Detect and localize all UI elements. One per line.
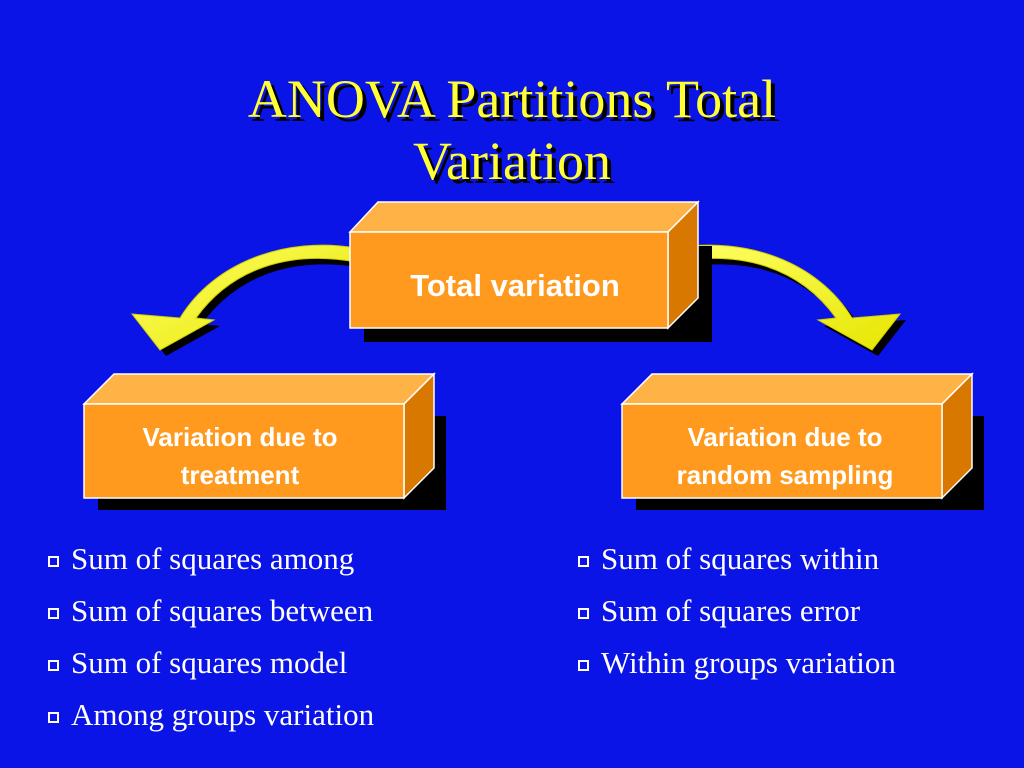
list-item-text: Sum of squares model	[71, 645, 348, 680]
treatment-terms-list: Sum of squares among Sum of squares betw…	[48, 533, 374, 741]
list-item-text: Within groups variation	[601, 645, 896, 680]
random-sampling-label-line-1: Variation due to	[687, 422, 882, 452]
list-item: Among groups variation	[48, 689, 374, 741]
hollow-square-bullet-icon	[578, 607, 589, 619]
hollow-square-bullet-icon	[578, 659, 589, 671]
treatment-label-line-1: Variation due to	[142, 422, 337, 452]
list-item-text: Sum of squares error	[601, 593, 861, 628]
hollow-square-bullet-icon	[48, 711, 59, 723]
list-item-text: Sum of squares within	[601, 541, 880, 576]
list-item-text: Sum of squares among	[71, 541, 355, 576]
total-variation-box: Total variation	[348, 200, 712, 342]
list-item: Sum of squares between	[48, 585, 374, 637]
total-variation-label: Total variation	[410, 268, 620, 303]
list-item: Sum of squares model	[48, 637, 374, 689]
hollow-square-bullet-icon	[48, 607, 59, 619]
random-sampling-variation-box: Variation due to random sampling	[620, 372, 984, 510]
slide-title-line-1: ANOVA Partitions Total	[247, 69, 777, 129]
list-item: Sum of squares within	[578, 533, 896, 585]
hollow-square-bullet-icon	[48, 555, 59, 567]
hollow-square-bullet-icon	[578, 555, 589, 567]
list-item-text: Among groups variation	[71, 697, 375, 732]
left-curved-arrow-icon	[130, 244, 362, 356]
slide-title: ANOVA Partitions Total Variation	[0, 68, 1024, 192]
slide-title-line-2: Variation	[413, 131, 611, 191]
list-item-text: Sum of squares between	[71, 593, 374, 628]
list-item: Sum of squares error	[578, 585, 896, 637]
random-sampling-label-line-2: random sampling	[677, 460, 894, 490]
list-item: Within groups variation	[578, 637, 896, 689]
right-curved-arrow-icon	[675, 244, 906, 356]
treatment-label-line-2: treatment	[181, 460, 300, 490]
list-item: Sum of squares among	[48, 533, 374, 585]
hollow-square-bullet-icon	[48, 659, 59, 671]
random-sampling-terms-list: Sum of squares within Sum of squares err…	[578, 533, 896, 689]
treatment-variation-box: Variation due to treatment	[82, 372, 446, 510]
